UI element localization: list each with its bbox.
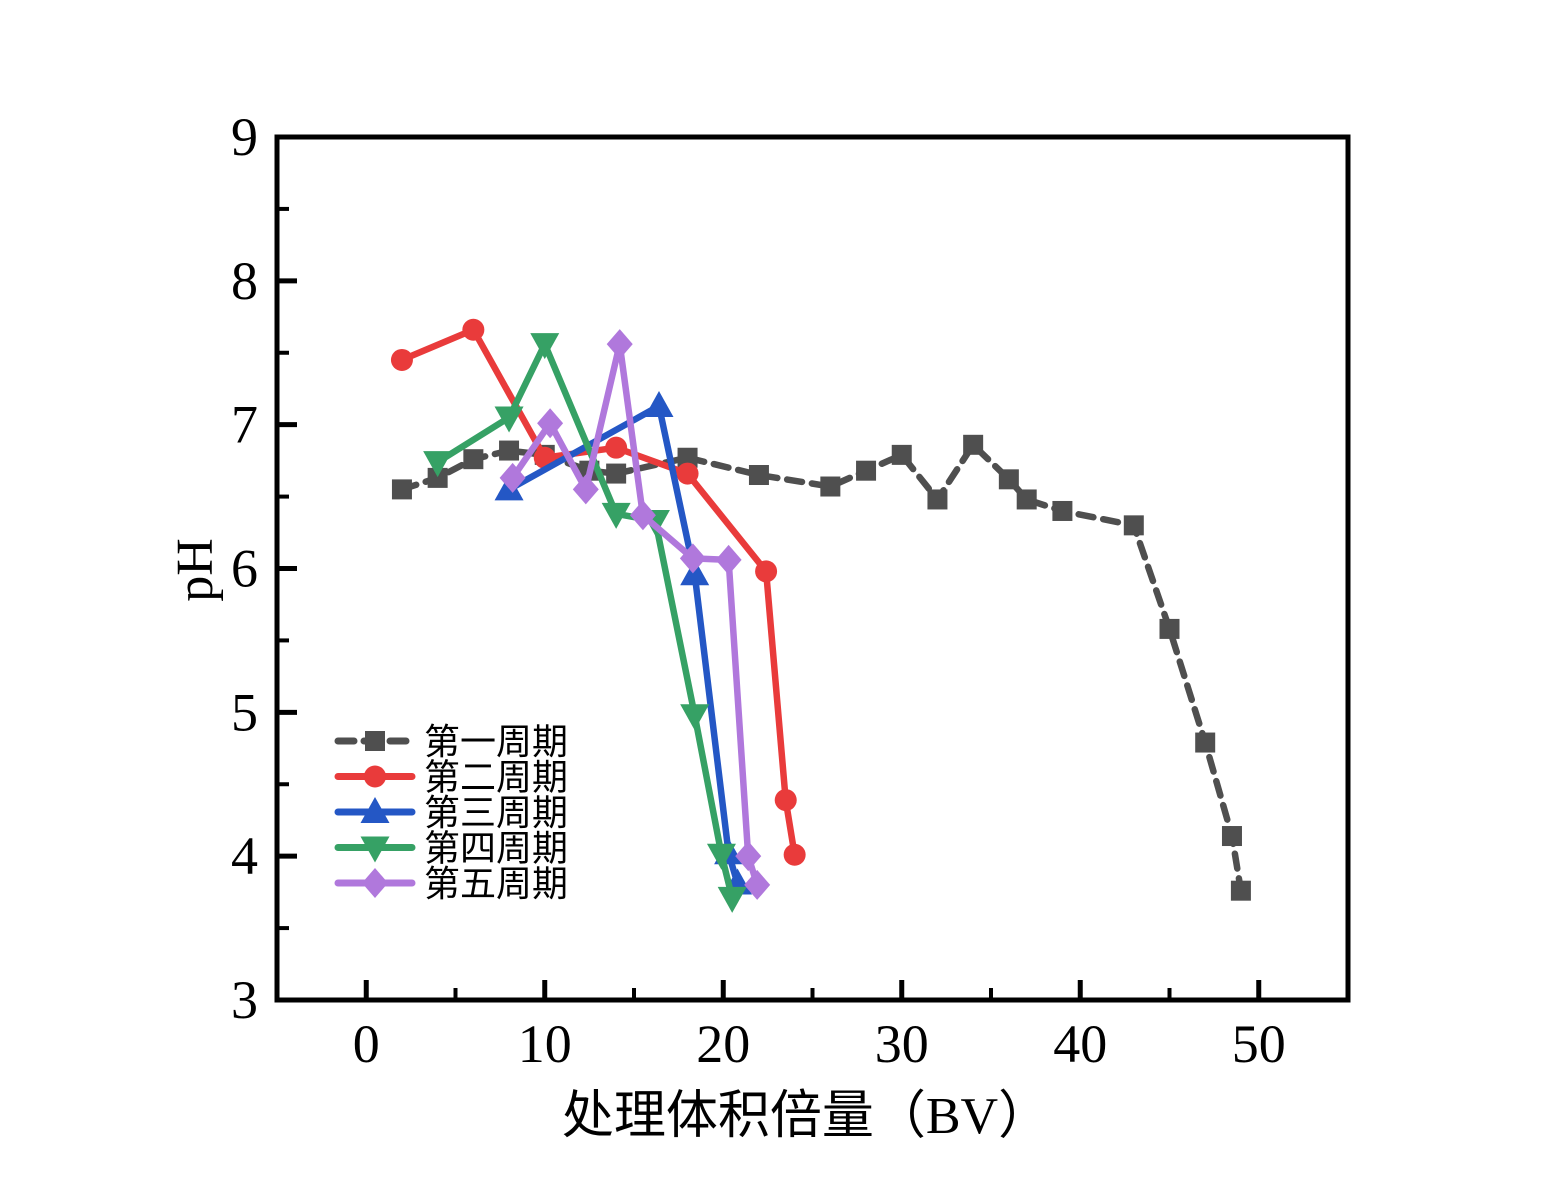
- x-tick-label: 10: [518, 1014, 572, 1074]
- series-1-marker: [1016, 489, 1037, 510]
- series-5-marker: [735, 841, 762, 872]
- series-3-marker: [680, 559, 710, 586]
- series-1-marker: [1159, 618, 1180, 639]
- series-4-marker: [530, 333, 560, 360]
- series-2-marker: [755, 560, 778, 583]
- y-tick-label: 5: [231, 682, 258, 742]
- series-1-marker: [1052, 500, 1073, 521]
- series-2-line: [398, 326, 798, 858]
- legend-marker-circle: [364, 765, 386, 788]
- series-2-marker: [774, 789, 797, 812]
- legend-item-3: 第三周期: [334, 793, 568, 833]
- legend-label: 第一周期: [424, 722, 568, 762]
- series-4-marker: [423, 451, 453, 478]
- series-2-marker: [605, 436, 628, 459]
- series-1-marker: [606, 463, 627, 484]
- legend-label: 第五周期: [424, 864, 568, 904]
- series-4-marker: [717, 886, 747, 913]
- series-1-marker: [927, 489, 948, 510]
- data-series-group: [390, 318, 1251, 913]
- series-5-marker: [629, 500, 656, 531]
- series-1-marker: [963, 434, 984, 455]
- series-3-marker: [644, 390, 674, 417]
- legend-label: 第四周期: [424, 829, 568, 869]
- series-4-marker: [494, 406, 524, 433]
- series-1-marker: [820, 476, 841, 497]
- legend-marker-square: [365, 731, 385, 751]
- x-tick-label: 50: [1232, 1014, 1286, 1074]
- series-1-marker: [856, 460, 877, 481]
- series-2: [390, 318, 806, 866]
- series-4-marker: [601, 502, 631, 529]
- legend-label: 第二周期: [424, 758, 568, 798]
- y-tick-label: 6: [231, 539, 258, 599]
- series-1-marker: [677, 447, 698, 468]
- legend-label: 第三周期: [424, 793, 568, 833]
- legend-item-5: 第五周期: [334, 864, 568, 904]
- tick-labels-group: 0 10 20 30 40 50 3 4 5 6 7 8 9: [231, 107, 1286, 1074]
- series-1-marker: [748, 465, 769, 486]
- y-tick-label: 8: [231, 251, 258, 311]
- series-5-marker: [715, 544, 742, 575]
- series-1-marker: [891, 444, 912, 465]
- series-5-marker: [499, 462, 526, 493]
- y-tick-label: 7: [231, 395, 258, 455]
- x-tick-label: 40: [1053, 1014, 1107, 1074]
- series-5: [499, 329, 771, 900]
- series-1-marker: [391, 479, 412, 500]
- series-5-marker: [537, 408, 564, 439]
- series-1-marker: [1221, 826, 1242, 847]
- series-2-marker: [783, 843, 806, 866]
- series-1-marker: [998, 469, 1019, 490]
- y-axis-title: pH: [167, 538, 224, 602]
- x-tick-label: 0: [353, 1014, 380, 1074]
- series-1-marker: [1123, 515, 1144, 536]
- legend-marker-diamond: [362, 868, 388, 898]
- series-4-marker: [706, 843, 736, 870]
- series-2-marker: [462, 318, 485, 341]
- series-1-marker: [1230, 880, 1251, 901]
- series-1-marker: [499, 440, 520, 461]
- series-5-marker: [744, 869, 771, 900]
- legend-item-2: 第二周期: [334, 758, 568, 798]
- series-1-marker: [463, 449, 484, 470]
- series-1-marker: [1195, 732, 1216, 753]
- series-1-marker: [427, 467, 448, 488]
- x-axis-title: 处理体积倍量（BV）: [562, 1088, 1050, 1145]
- y-tick-label: 9: [231, 107, 258, 167]
- legend-item-1: 第一周期: [334, 722, 568, 762]
- legend-item-4: 第四周期: [334, 829, 568, 869]
- series-4-marker: [680, 704, 710, 731]
- series-5-marker: [679, 543, 706, 574]
- x-tick-label: 30: [875, 1014, 929, 1074]
- series-5-marker: [606, 329, 633, 360]
- series-5-marker: [572, 474, 599, 505]
- x-tick-label: 20: [696, 1014, 750, 1074]
- axis-ticks-group: [277, 134, 1262, 1003]
- legend-marker-triangle-up: [360, 797, 390, 823]
- series-2-marker: [676, 462, 699, 485]
- y-tick-label: 3: [231, 970, 258, 1030]
- legend-marker-triangle-down: [360, 836, 390, 863]
- y-tick-label: 4: [231, 826, 258, 886]
- series-2-marker: [390, 348, 413, 371]
